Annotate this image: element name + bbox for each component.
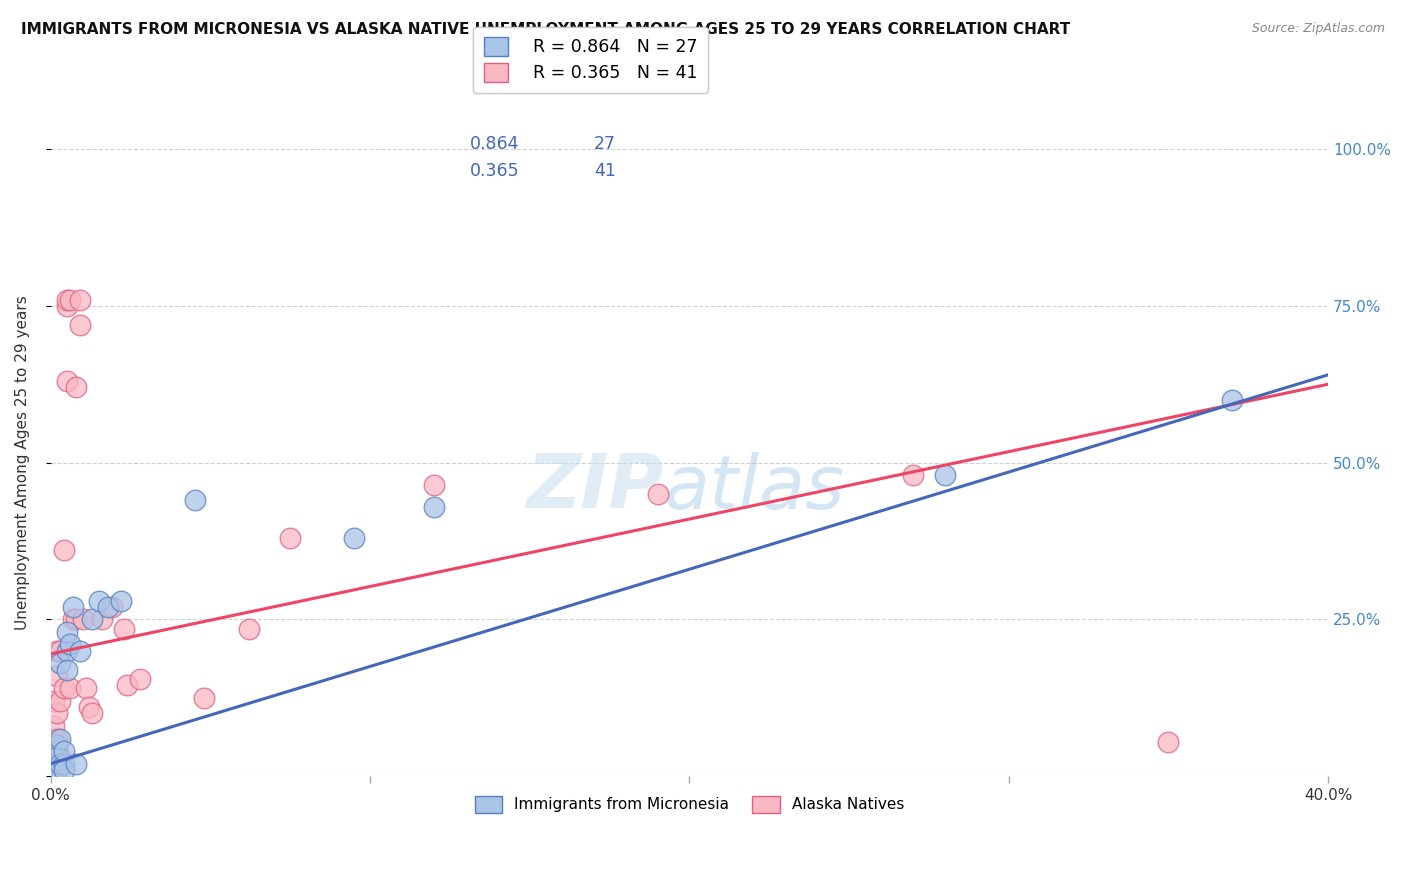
Text: 0.365: 0.365 — [470, 162, 519, 180]
Text: atlas: atlas — [664, 451, 845, 524]
Point — [117, 678, 139, 692]
Point — [87, 593, 110, 607]
Y-axis label: Unemployment Among Ages 25 to 29 years: Unemployment Among Ages 25 to 29 years — [15, 295, 30, 630]
Legend: Immigrants from Micronesia, Alaska Natives: Immigrants from Micronesia, Alaska Nativ… — [468, 789, 911, 819]
Point — [42, 738, 65, 752]
Point — [112, 622, 135, 636]
Point — [82, 612, 104, 626]
Point — [65, 380, 87, 394]
Text: IMMIGRANTS FROM MICRONESIA VS ALASKA NATIVE UNEMPLOYMENT AMONG AGES 25 TO 29 YEA: IMMIGRANTS FROM MICRONESIA VS ALASKA NAT… — [21, 22, 1070, 37]
Point — [49, 750, 72, 764]
Point — [46, 763, 69, 777]
Point — [46, 644, 69, 658]
Point — [934, 468, 956, 483]
Point — [110, 593, 132, 607]
Point — [65, 612, 87, 626]
Point — [647, 487, 669, 501]
Text: Source: ZipAtlas.com: Source: ZipAtlas.com — [1251, 22, 1385, 36]
Point — [59, 681, 82, 696]
Point — [49, 694, 72, 708]
Text: 27: 27 — [593, 135, 616, 153]
Point — [278, 531, 301, 545]
Point — [56, 644, 79, 658]
Point — [49, 657, 72, 671]
Point — [52, 681, 75, 696]
Point — [52, 543, 75, 558]
Point — [56, 624, 79, 639]
Point — [59, 293, 82, 307]
Point — [72, 612, 94, 626]
Point — [69, 318, 91, 332]
Point — [77, 700, 100, 714]
Point — [1220, 392, 1243, 407]
Point — [46, 731, 69, 746]
Text: 41: 41 — [593, 162, 616, 180]
Point — [238, 622, 260, 636]
Point — [49, 644, 72, 658]
Point — [82, 706, 104, 721]
Point — [52, 744, 75, 758]
Point — [46, 669, 69, 683]
Point — [56, 663, 79, 677]
Point — [62, 612, 84, 626]
Point — [65, 756, 87, 771]
Text: 0.864: 0.864 — [470, 135, 519, 153]
Point — [90, 612, 112, 626]
Point — [100, 599, 122, 614]
Point — [46, 756, 69, 771]
Point — [75, 681, 97, 696]
Point — [56, 293, 79, 307]
Point — [46, 750, 69, 764]
Point — [56, 299, 79, 313]
Point — [46, 738, 69, 752]
Point — [42, 719, 65, 733]
Point — [129, 672, 152, 686]
Point — [42, 756, 65, 771]
Point — [343, 531, 366, 545]
Point — [42, 756, 65, 771]
Point — [69, 644, 91, 658]
Point — [423, 477, 446, 491]
Point — [46, 706, 69, 721]
Point — [52, 756, 75, 771]
Point — [69, 293, 91, 307]
Point — [46, 744, 69, 758]
Point — [59, 638, 82, 652]
Point — [97, 599, 120, 614]
Point — [183, 493, 205, 508]
Point — [193, 690, 215, 705]
Point — [49, 731, 72, 746]
Legend:   R = 0.864   N = 27,   R = 0.365   N = 41: R = 0.864 N = 27, R = 0.365 N = 41 — [474, 27, 707, 93]
Point — [423, 500, 446, 514]
Point — [42, 694, 65, 708]
Point — [52, 763, 75, 777]
Point — [49, 756, 72, 771]
Point — [56, 374, 79, 388]
Point — [62, 599, 84, 614]
Point — [42, 744, 65, 758]
Point — [901, 468, 924, 483]
Text: ZIP: ZIP — [527, 451, 664, 524]
Point — [1157, 734, 1180, 748]
